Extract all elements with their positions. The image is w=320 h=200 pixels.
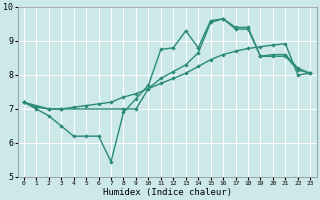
X-axis label: Humidex (Indice chaleur): Humidex (Indice chaleur) <box>103 188 232 197</box>
